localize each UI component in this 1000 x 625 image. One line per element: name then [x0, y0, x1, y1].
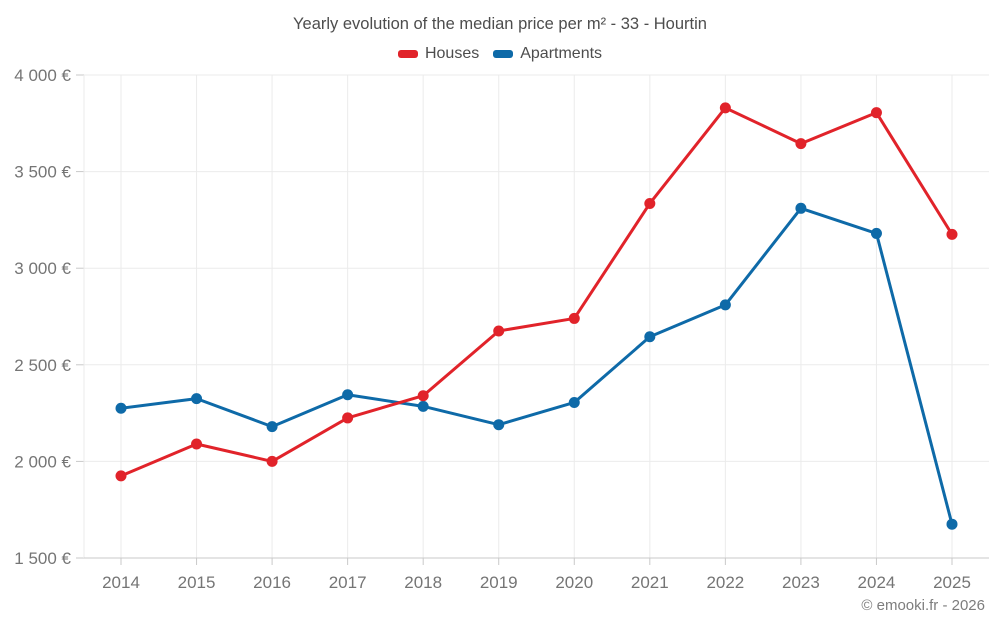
x-axis-label: 2015	[178, 573, 216, 592]
chart-legend: Houses Apartments	[0, 45, 1000, 63]
legend-swatch-apartments-icon	[493, 50, 514, 58]
data-point-apartments-2020[interactable]	[568, 396, 580, 408]
data-point-houses-2025[interactable]	[946, 228, 958, 240]
data-point-apartments-2022[interactable]	[719, 299, 731, 311]
x-axis-label: 2023	[782, 573, 820, 592]
data-point-houses-2021[interactable]	[644, 197, 656, 209]
y-axis-label: 2 500 €	[14, 356, 71, 375]
data-point-houses-2014[interactable]	[115, 470, 127, 482]
attribution-text: © emooki.fr - 2026	[861, 597, 985, 614]
x-axis-label: 2022	[706, 573, 744, 592]
x-axis-label: 2024	[858, 573, 896, 592]
data-point-apartments-2014[interactable]	[115, 402, 127, 414]
y-axis-label: 3 000 €	[14, 259, 71, 278]
data-point-houses-2015[interactable]	[191, 438, 203, 450]
data-point-apartments-2025[interactable]	[946, 518, 958, 530]
data-point-apartments-2021[interactable]	[644, 331, 656, 343]
x-axis-label: 2025	[933, 573, 971, 592]
legend-label-houses: Houses	[424, 45, 480, 62]
data-point-apartments-2024[interactable]	[870, 227, 882, 239]
legend-item-apartments[interactable]: Apartments	[493, 45, 602, 63]
y-axis-label: 3 500 €	[14, 163, 71, 182]
data-point-apartments-2017[interactable]	[342, 389, 354, 401]
data-point-houses-2022[interactable]	[719, 102, 731, 114]
data-point-houses-2020[interactable]	[568, 312, 580, 324]
x-axis-label: 2019	[480, 573, 518, 592]
series-line-houses	[119, 106, 954, 478]
data-point-apartments-2018[interactable]	[417, 400, 429, 412]
x-axis-label: 2017	[329, 573, 367, 592]
x-axis-label: 2016	[253, 573, 291, 592]
data-point-houses-2016[interactable]	[266, 455, 278, 467]
legend-label-apartments: Apartments	[520, 45, 603, 62]
x-axis-label: 2018	[404, 573, 442, 592]
chart-title: Yearly evolution of the median price per…	[293, 15, 707, 33]
data-point-apartments-2015[interactable]	[191, 393, 203, 405]
data-point-apartments-2016[interactable]	[266, 421, 278, 433]
y-axis-label: 1 500 €	[14, 549, 71, 568]
x-axis-label: 2021	[631, 573, 669, 592]
x-axis-label: 2014	[102, 573, 140, 592]
data-point-houses-2018[interactable]	[417, 390, 429, 402]
y-axis-label: 4 000 €	[14, 66, 71, 85]
x-axis-label: 2020	[555, 573, 593, 592]
data-point-houses-2023[interactable]	[795, 138, 807, 150]
data-point-apartments-2023[interactable]	[795, 202, 807, 214]
data-point-houses-2024[interactable]	[870, 107, 882, 119]
legend-item-houses[interactable]: Houses	[397, 45, 480, 63]
series-line-apartments	[119, 206, 954, 526]
data-point-apartments-2019[interactable]	[493, 419, 505, 431]
data-point-houses-2019[interactable]	[493, 325, 505, 337]
legend-swatch-houses-icon	[397, 50, 418, 58]
data-point-houses-2017[interactable]	[342, 412, 354, 424]
y-axis-label: 2 000 €	[14, 452, 71, 471]
